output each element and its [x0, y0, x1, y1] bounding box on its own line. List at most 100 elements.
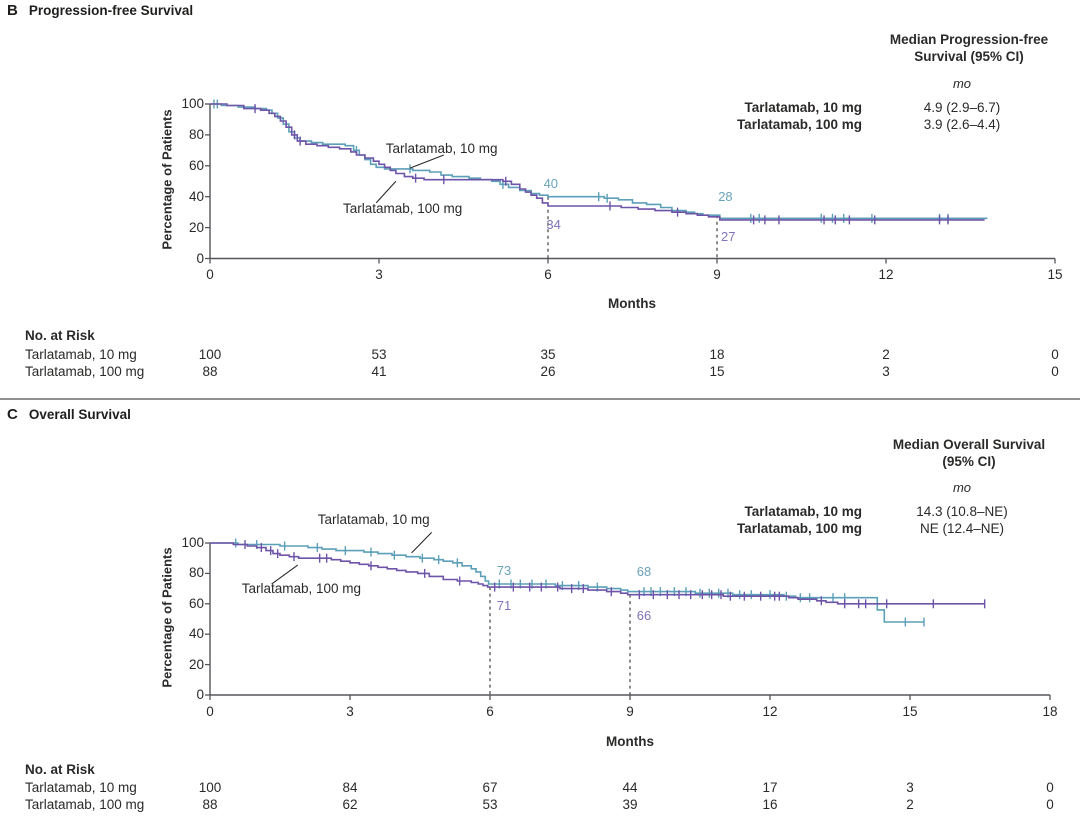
- x-tick-label: 0: [206, 704, 214, 719]
- panel-b-legend-unit: mo: [952, 76, 972, 91]
- y-tick-label: 60: [188, 595, 204, 611]
- at-risk-count: 62: [342, 797, 358, 812]
- at-risk-count: 0: [1046, 780, 1054, 795]
- panel-c-legend-name-10mg: Tarlatamab, 10 mg: [744, 504, 862, 519]
- curve-label-pointer: [409, 154, 444, 169]
- survival-curve: [210, 103, 985, 221]
- panel-c-x-axis-label: Months: [606, 734, 654, 749]
- panel-b-legend-heading-line1: Median Progression-free: [889, 32, 1049, 47]
- panel-b-legend-value-100mg: 3.9 (2.6–4.4): [923, 117, 1001, 132]
- x-tick-label: 6: [486, 704, 494, 719]
- at-risk-count: 0: [1051, 347, 1059, 362]
- at-risk-count: 84: [342, 780, 358, 795]
- at-risk-count: 41: [371, 364, 387, 379]
- panel-c-legend-unit: mo: [952, 480, 972, 495]
- y-tick-label: 0: [196, 250, 204, 266]
- x-tick-label: 12: [878, 267, 894, 282]
- panel-b-x-axis-label: Months: [608, 296, 656, 311]
- curve-label: Tarlatamab, 100 mg: [342, 201, 463, 217]
- y-tick-label: 40: [188, 626, 204, 642]
- at-risk-count: 0: [1051, 364, 1059, 379]
- at-risk-count: 3: [882, 364, 890, 379]
- at-risk-count: 26: [540, 364, 556, 379]
- at-risk-count: 35: [540, 347, 556, 362]
- panel-b-at-risk-label-100mg: Tarlatamab, 100 mg: [25, 364, 145, 379]
- panel-c-legend-value-100mg: NE (12.4–NE): [919, 521, 1005, 536]
- at-risk-count: 15: [709, 364, 725, 379]
- at-risk-count: 53: [482, 797, 498, 812]
- annotation-value: 66: [636, 607, 652, 623]
- curve-label-pointer: [375, 180, 397, 204]
- panel-c-y-axis-label: Percentage of Patients: [159, 547, 175, 688]
- at-risk-count: 18: [709, 347, 725, 362]
- x-tick-label: 18: [1042, 704, 1058, 719]
- annotation-value: 68: [636, 563, 652, 579]
- annotation-value: 71: [496, 598, 512, 614]
- panel-c-at-risk-heading: No. at Risk: [25, 762, 95, 777]
- panel-c-title-text: Overall Survival: [28, 407, 131, 422]
- at-risk-count: 67: [482, 780, 498, 795]
- at-risk-count: 53: [371, 347, 387, 362]
- x-tick-label: 15: [902, 704, 918, 719]
- x-tick-label: 3: [375, 267, 383, 282]
- survival-curve: [210, 103, 988, 220]
- annotation-value: 28: [718, 188, 733, 204]
- panel-b-at-risk-label-10mg: Tarlatamab, 10 mg: [25, 347, 137, 362]
- x-tick-label: 15: [1047, 267, 1063, 282]
- y-tick-label: 100: [181, 96, 204, 111]
- annotation-value: 27: [721, 228, 736, 244]
- panel-b-letter: B: [7, 2, 18, 19]
- curve-label-pointer: [411, 531, 433, 554]
- y-tick-label: 80: [188, 565, 204, 581]
- y-tick-label: 80: [188, 126, 204, 142]
- curve-label: Tarlatamab, 10 mg: [385, 140, 498, 156]
- at-risk-count: 88: [202, 364, 218, 379]
- panel-b-legend-value-10mg: 4.9 (2.9–6.7): [923, 100, 1001, 115]
- curve-label: Tarlatamab, 10 mg: [317, 512, 430, 528]
- y-tick-label: 60: [188, 157, 204, 173]
- panel-b-legend-heading-line2: Survival (95% CI): [914, 49, 1024, 64]
- x-tick-label: 9: [713, 267, 721, 282]
- y-tick-label: 40: [188, 188, 204, 204]
- panel-c-title: C Overall Survival: [7, 406, 131, 423]
- survival-curve: [210, 542, 985, 605]
- panel-b-title-text: Progression-free Survival: [28, 3, 194, 18]
- at-risk-count: 44: [622, 780, 638, 795]
- panel-c-letter: C: [7, 406, 18, 423]
- panel-c-legend-heading-line1: Median Overall Survival: [892, 437, 1046, 452]
- annotation-value: 34: [546, 216, 561, 232]
- panel-divider: [0, 398, 1080, 400]
- annotation-value: 40: [543, 175, 559, 191]
- y-tick-label: 20: [188, 656, 204, 672]
- panel-b-legend-name-10mg: Tarlatamab, 10 mg: [744, 100, 862, 115]
- panel-b-y-axis-label: Percentage of Patients: [159, 109, 175, 250]
- panel-c-at-risk-label-100mg: Tarlatamab, 100 mg: [25, 797, 145, 812]
- x-tick-label: 12: [762, 704, 778, 719]
- at-risk-count: 2: [906, 797, 914, 812]
- x-tick-label: 9: [626, 704, 634, 719]
- panel-c-legend-heading-line2: (95% CI): [942, 454, 996, 469]
- panel-b-at-risk-heading: No. at Risk: [25, 328, 95, 343]
- x-tick-label: 6: [544, 267, 552, 282]
- curve-label-pointer: [271, 564, 299, 585]
- at-risk-count: 3: [906, 780, 914, 795]
- at-risk-count: 2: [882, 347, 890, 362]
- panel-b-title: B Progression-free Survival: [7, 2, 193, 19]
- y-tick-label: 100: [181, 535, 204, 550]
- y-tick-label: 0: [196, 687, 204, 702]
- at-risk-count: 100: [198, 347, 222, 362]
- panel-c-legend-value-10mg: 14.3 (10.8–NE): [916, 504, 1008, 519]
- panel-c-at-risk-label-10mg: Tarlatamab, 10 mg: [25, 780, 137, 795]
- at-risk-count: 16: [762, 797, 778, 812]
- at-risk-count: 88: [202, 797, 218, 812]
- at-risk-count: 100: [198, 780, 222, 795]
- annotation-value: 73: [496, 563, 512, 579]
- at-risk-count: 0: [1046, 797, 1054, 812]
- curve-label: Tarlatamab, 100 mg: [241, 580, 362, 596]
- panel-c-legend-name-100mg: Tarlatamab, 100 mg: [736, 521, 862, 536]
- x-tick-label: 3: [346, 704, 354, 719]
- at-risk-count: 39: [622, 797, 638, 812]
- x-tick-label: 0: [206, 267, 214, 282]
